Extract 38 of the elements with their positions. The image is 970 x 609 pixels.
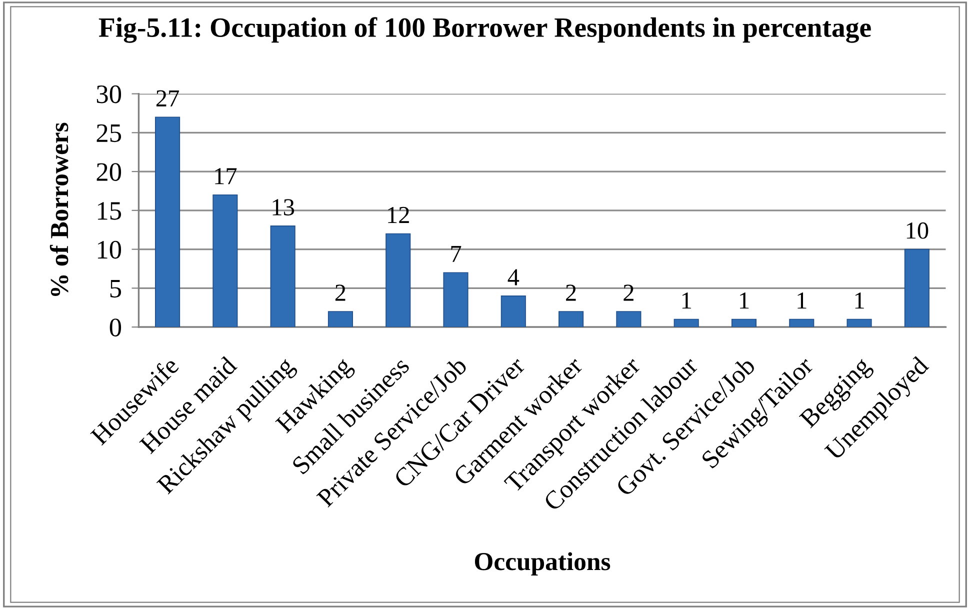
bar [270, 226, 296, 328]
bar [558, 311, 584, 328]
bar [616, 311, 642, 328]
y-tick-label: 10 [98, 240, 122, 259]
data-label: 2 [335, 284, 346, 301]
data-label: 27 [156, 90, 179, 106]
bar [500, 296, 526, 328]
bar [443, 272, 468, 328]
y-tick-label: 20 [96, 163, 122, 181]
y-tick-label: 5 [110, 280, 122, 298]
x-axis-title: Occupations [474, 552, 610, 576]
y-tick-label: 25 [96, 124, 122, 142]
bar [155, 116, 180, 328]
bar [386, 233, 411, 328]
bar [789, 318, 814, 328]
bar [328, 311, 353, 328]
data-label: 1 [855, 292, 864, 309]
y-axis-title: % of Borrowers [50, 122, 68, 296]
data-label: 2 [624, 284, 634, 301]
y-tick-label: 15 [98, 202, 122, 220]
y-tick-label: 30 [96, 85, 122, 104]
bar [212, 194, 238, 328]
data-label: 17 [215, 168, 237, 184]
bar [731, 318, 757, 328]
data-label: 4 [508, 269, 520, 286]
bar [674, 318, 699, 328]
bar [904, 248, 930, 328]
data-label: 1 [798, 292, 806, 309]
bar [846, 318, 872, 328]
data-label: 7 [451, 246, 462, 262]
chart-title: Fig-5.11: Occupation of 100 Borrower Respondents in percentage [98, 17, 871, 43]
y-tick-label: 0 [110, 318, 122, 336]
data-label: 10 [906, 222, 928, 239]
data-label: 1 [740, 292, 749, 309]
data-label: 2 [566, 284, 576, 301]
data-label: 1 [682, 292, 691, 309]
data-label: 12 [388, 206, 409, 223]
data-label: 13 [272, 199, 294, 216]
